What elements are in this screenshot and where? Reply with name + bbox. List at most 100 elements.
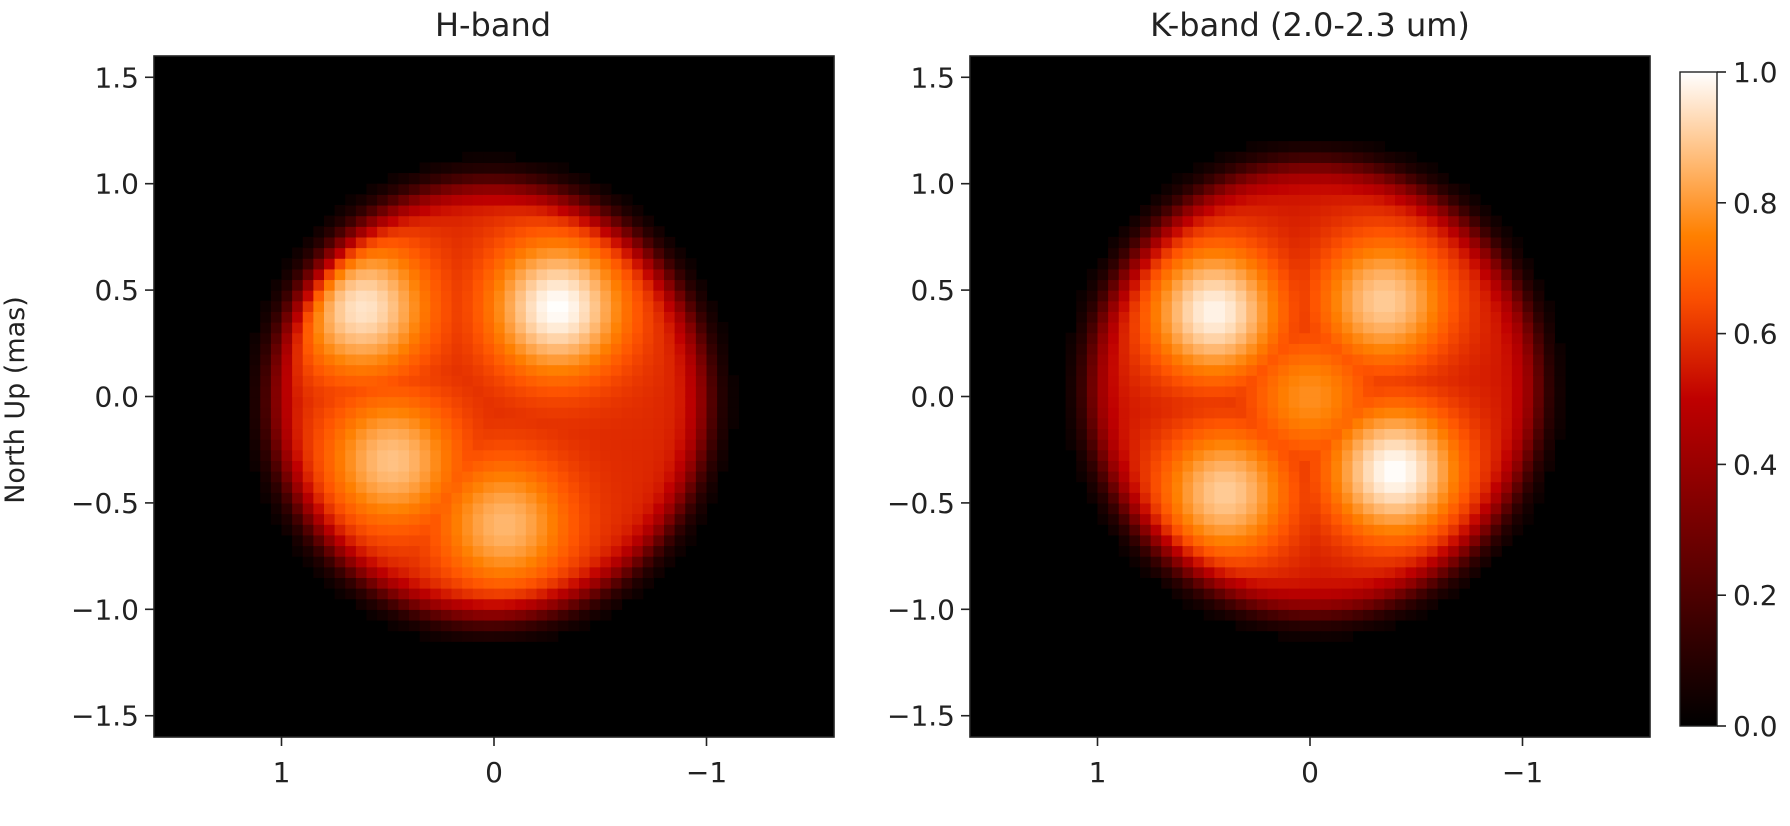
image-pixel [1522, 470, 1534, 483]
image-pixel [1469, 364, 1481, 376]
image-pixel [1331, 449, 1343, 461]
image-pixel [387, 322, 399, 334]
image-pixel [419, 566, 431, 578]
image-pixel [1299, 492, 1311, 504]
image-pixel [1331, 577, 1343, 589]
colorbar-gradient [1679, 71, 1718, 727]
image-pixel [313, 311, 325, 323]
image-pixel [1341, 417, 1354, 430]
image-pixel [387, 545, 399, 557]
image-pixel [355, 311, 368, 323]
image-pixel [451, 247, 463, 259]
image-pixel [685, 290, 697, 302]
image-pixel [1256, 439, 1269, 451]
image-pixel [260, 322, 272, 334]
image-pixel [260, 343, 272, 355]
image-pixel [1214, 396, 1226, 408]
image-pixel [462, 300, 474, 312]
image-pixel [419, 470, 431, 483]
image-pixel [1256, 598, 1269, 610]
image-pixel [1129, 534, 1141, 547]
image-pixel [483, 183, 495, 195]
image-pixel [1225, 524, 1237, 536]
image-pixel [1256, 236, 1269, 249]
image-pixel [1426, 332, 1439, 344]
image-pixel [642, 215, 654, 227]
image-pixel [249, 364, 261, 376]
image-pixel [1225, 470, 1237, 483]
image-pixel [387, 268, 399, 281]
image-pixel [1437, 215, 1449, 227]
image-pixel [409, 236, 421, 249]
image-pixel [1511, 279, 1524, 291]
image-pixel [1118, 300, 1130, 312]
image-pixel [1373, 290, 1385, 302]
image-pixel [1140, 396, 1152, 408]
image-pixel [536, 492, 548, 504]
image-pixel [706, 481, 718, 493]
image-pixel [440, 162, 453, 174]
image-pixel [1129, 385, 1141, 398]
image-pixel [1278, 577, 1290, 589]
image-pixel [1161, 396, 1173, 408]
image-pixel [451, 194, 463, 206]
image-pixel [568, 439, 580, 451]
image-pixel [1395, 183, 1407, 195]
image-pixel [334, 417, 346, 430]
image-pixel [579, 226, 591, 238]
image-pixel [1246, 194, 1258, 206]
image-pixel [664, 534, 676, 547]
image-pixel [1395, 545, 1407, 557]
image-pixel [664, 236, 676, 249]
image-pixel [1373, 470, 1385, 483]
image-pixel [1373, 481, 1385, 493]
image-pixel [653, 247, 665, 259]
image-pixel [568, 524, 580, 536]
image-pixel [472, 407, 484, 419]
image-pixel [440, 481, 453, 493]
image-pixel [1246, 407, 1258, 419]
image-pixel [515, 332, 527, 344]
image-pixel [1171, 279, 1184, 291]
image-pixel [1203, 258, 1215, 270]
image-pixel [1097, 449, 1109, 461]
image-pixel [727, 417, 739, 430]
image-pixel [674, 311, 686, 323]
image-pixel [1310, 407, 1322, 419]
image-pixel [483, 513, 495, 525]
image-pixel [1373, 428, 1385, 440]
image-pixel [366, 545, 378, 557]
image-pixel [451, 566, 463, 578]
image-pixel [1118, 353, 1130, 366]
image-pixel [610, 332, 623, 344]
image-pixel [1416, 577, 1428, 589]
image-pixel [1480, 502, 1492, 515]
image-pixel [610, 247, 623, 259]
image-pixel [440, 534, 453, 547]
image-pixel [409, 492, 421, 504]
image-pixel [547, 460, 559, 472]
image-pixel [1140, 513, 1152, 525]
image-pixel [494, 343, 506, 355]
image-pixel [674, 300, 686, 312]
image-pixel [1373, 609, 1385, 621]
y-tick-label: 0.0 [94, 381, 139, 414]
image-pixel [1448, 577, 1460, 589]
image-pixel [1533, 364, 1545, 376]
image-pixel [1256, 322, 1269, 334]
image-pixel [387, 300, 399, 312]
image-pixel [695, 428, 708, 440]
image-pixel [515, 502, 527, 515]
image-pixel [1235, 502, 1247, 515]
image-pixel [494, 556, 506, 568]
image-pixel [249, 449, 261, 461]
image-pixel [1458, 439, 1470, 451]
image-pixel [1405, 322, 1417, 334]
image-pixel [1331, 630, 1343, 642]
image-pixel [1299, 598, 1311, 610]
image-pixel [472, 162, 484, 174]
image-pixel [483, 236, 495, 249]
image-pixel [1320, 630, 1332, 642]
image-pixel [1395, 492, 1407, 504]
image-pixel [1373, 258, 1385, 270]
